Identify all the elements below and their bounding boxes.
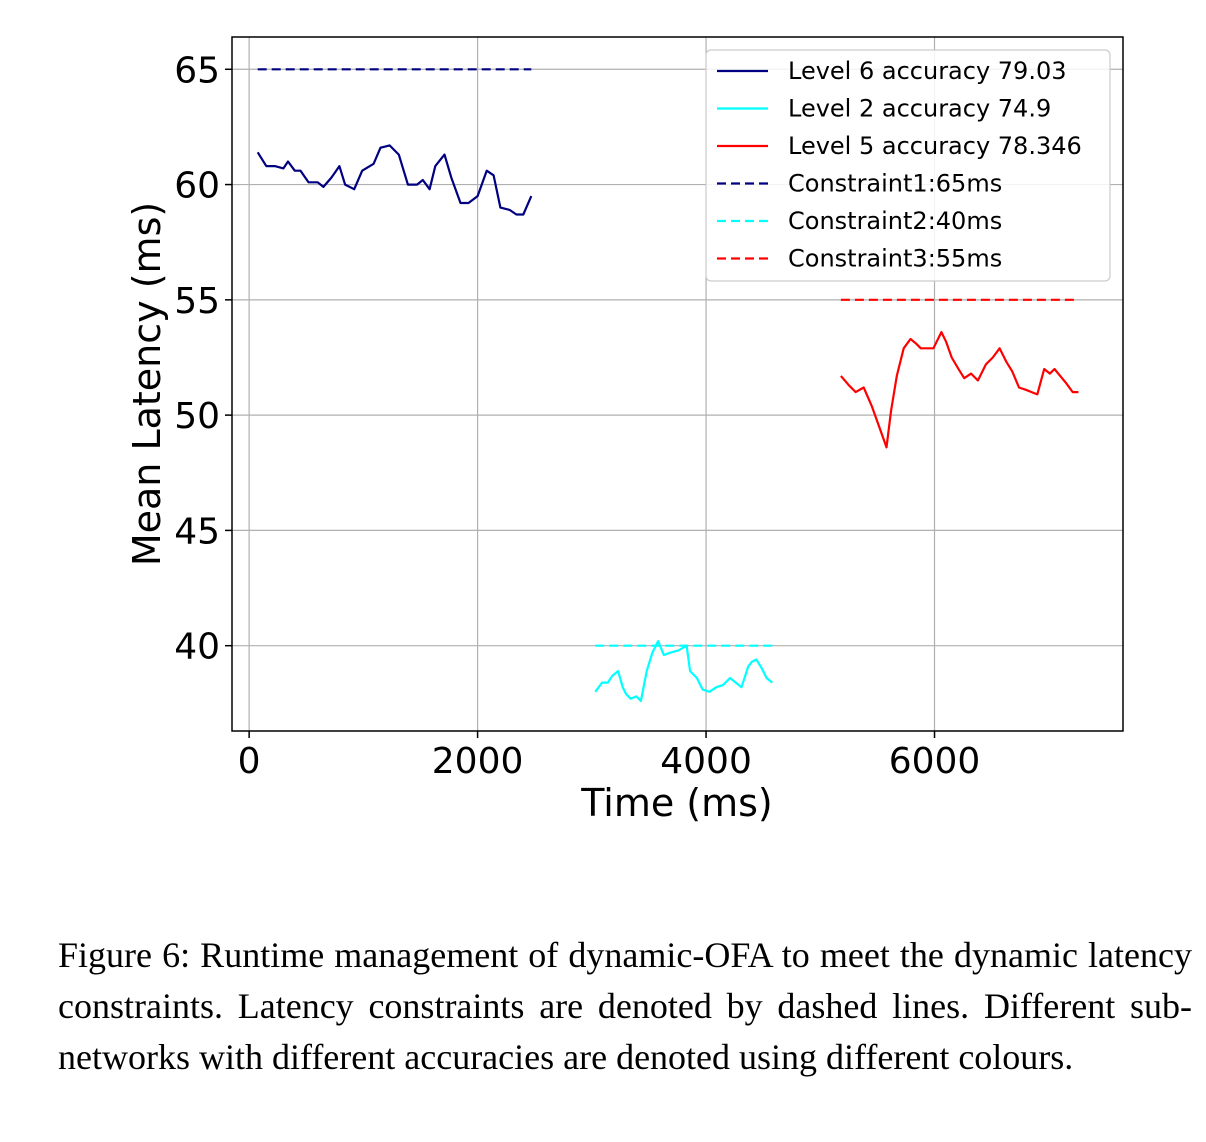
- x-tick-label-0: 0: [238, 741, 261, 782]
- ticks: 0 2000 4000 6000 40 45 50 55 60 65: [174, 50, 980, 782]
- y-tick-label-0: 40: [174, 627, 220, 668]
- y-tick-label-2: 50: [174, 396, 220, 437]
- y-tick-label-4: 60: [174, 166, 220, 207]
- figure-caption: Figure 6: Runtime management of dynamic-…: [58, 935, 1192, 1077]
- legend-label-2: Level 5 accuracy 78.346: [788, 132, 1082, 160]
- series-group: [256, 68, 1079, 703]
- legend-label-1: Level 2 accuracy 74.9: [788, 95, 1051, 123]
- x-axis-label: Time (ms): [580, 781, 773, 825]
- legend-label-4: Constraint2:40ms: [788, 207, 1002, 235]
- legend: Level 6 accuracy 79.03 Level 2 accuracy 7…: [705, 49, 1111, 282]
- latency-line-1: [594, 639, 773, 703]
- x-tick-label-2: 4000: [660, 741, 752, 782]
- latency-line-0: [256, 144, 533, 216]
- y-axis-label: Mean Latency (ms): [125, 202, 169, 566]
- y-tick-label-1: 45: [174, 511, 220, 552]
- plot-frame: [231, 36, 1124, 732]
- legend-label-0: Level 6 accuracy 79.03: [788, 57, 1067, 85]
- latency-line-2: [840, 331, 1079, 449]
- chart: 0 2000 4000 6000 40 45 50 55 60 65 Time (ms) Mean…: [125, 36, 1124, 825]
- y-tick-label-5: 65: [174, 50, 220, 91]
- y-tick-label-3: 55: [174, 281, 220, 322]
- x-tick-label-3: 6000: [889, 741, 981, 782]
- x-tick-label-1: 2000: [432, 741, 524, 782]
- legend-box: [705, 49, 1111, 282]
- legend-label-5: Constraint3:55ms: [788, 245, 1002, 273]
- legend-label-3: Constraint1:65ms: [788, 170, 1002, 198]
